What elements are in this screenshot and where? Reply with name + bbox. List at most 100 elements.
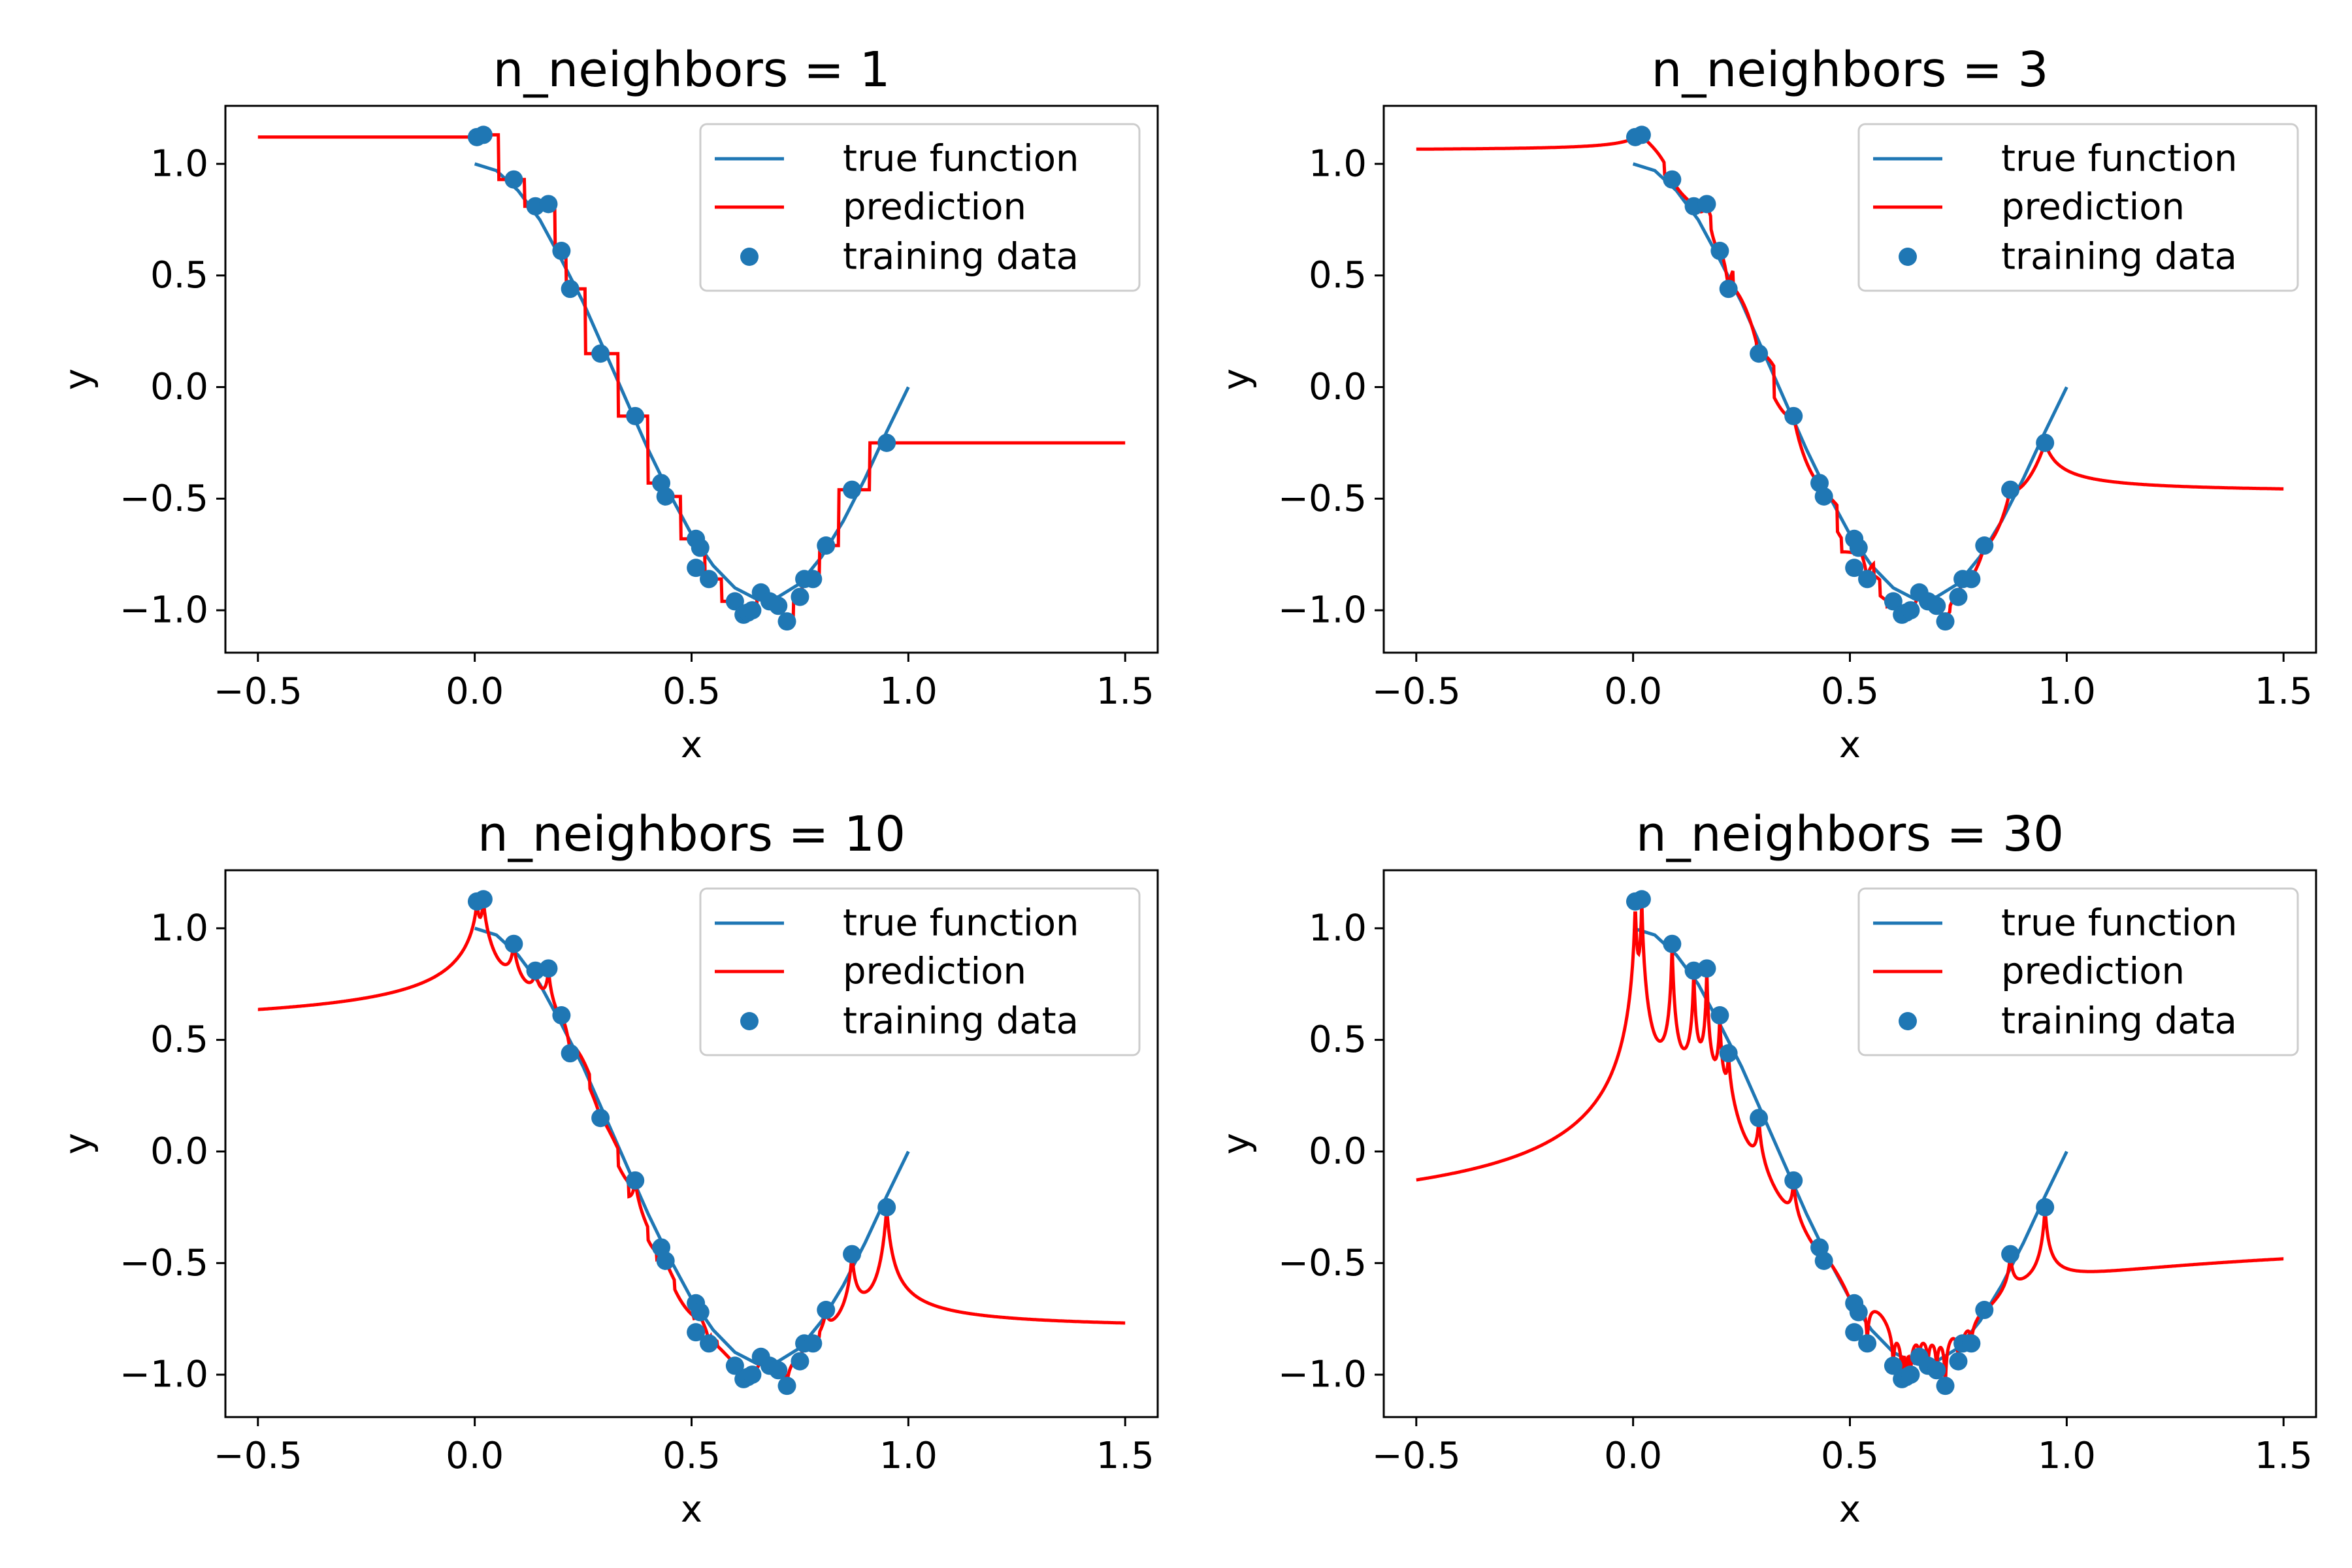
subplot-1: n_neighbors = 1xy−0.5 0.0 0.5 1.0 1.5−1.0−0.… [57, 42, 1159, 766]
y-tick-label: −1.0 [1278, 589, 1367, 632]
training-point [769, 1361, 788, 1380]
training-point [1975, 536, 1994, 555]
training-point [1949, 1352, 1968, 1371]
training-point [817, 536, 836, 555]
training-point [843, 480, 862, 499]
training-point [1784, 1171, 1803, 1190]
training-point [1901, 601, 1920, 620]
legend-box [699, 887, 1141, 1056]
y-tick-label: 1.0 [150, 142, 208, 185]
y-tick-label: 0.0 [1309, 1130, 1367, 1173]
legend-entry: prediction [843, 951, 1026, 993]
training-point [700, 570, 719, 589]
training-point [1814, 487, 1833, 506]
training-point [1858, 570, 1877, 589]
x-tick-label: 0.0 [1604, 1435, 1662, 1477]
plot-area [1416, 890, 2284, 1396]
training-point [626, 406, 645, 425]
training-point [1710, 1006, 1729, 1025]
training-point [877, 433, 896, 452]
legend-entry: true function [843, 138, 1079, 180]
plot-area [1416, 125, 2284, 631]
x-tick-label: 1.0 [879, 1435, 938, 1477]
training-point [1962, 1334, 1981, 1353]
training-point [743, 601, 762, 620]
prediction-line [1416, 131, 2284, 627]
legend-entry: prediction [2001, 186, 2185, 229]
axes-frame [224, 105, 1159, 654]
training-point [1710, 242, 1729, 261]
training-point [1884, 592, 1903, 611]
training-point [1663, 934, 1682, 953]
axes-frame [1382, 869, 2317, 1418]
legend-box [1857, 123, 2299, 292]
training-point [1858, 1334, 1877, 1353]
subplot-title: n_neighbors = 10 [478, 806, 906, 862]
y-tick-label: −0.5 [1278, 478, 1367, 520]
training-point [2001, 480, 2020, 499]
subplot-title: n_neighbors = 3 [1651, 42, 2048, 98]
training-point [725, 1356, 744, 1375]
training-point [769, 596, 788, 615]
training-point [1975, 1301, 1994, 1320]
x-tick-label: 0.5 [662, 670, 721, 713]
x-tick-label: −0.5 [1372, 1435, 1461, 1477]
training-point [1697, 959, 1716, 978]
training-point [1784, 406, 1803, 425]
legend-entry: training data [2001, 1000, 2237, 1043]
training-point [691, 538, 710, 557]
training-point [1663, 170, 1682, 189]
y-axis-label: y [57, 368, 100, 390]
training-point [1949, 587, 1968, 606]
legend-entry: training data [2001, 236, 2237, 278]
training-point [656, 1251, 675, 1270]
y-tick-label: 1.0 [1309, 907, 1367, 949]
training-point [561, 1044, 580, 1063]
legend-box [699, 123, 1141, 292]
legend: true function prediction training data [1857, 123, 2299, 292]
training-point [687, 1323, 706, 1342]
y-tick-label: −0.5 [1278, 1242, 1367, 1284]
x-tick-label: 1.5 [2255, 670, 2313, 713]
training-point [1849, 538, 1868, 557]
legend-entry: training data [843, 236, 1079, 278]
x-tick-label: 1.0 [879, 670, 938, 713]
axes-frame [224, 869, 1159, 1418]
y-tick-label: 0.5 [150, 254, 208, 297]
y-tick-label: 1.0 [150, 907, 208, 949]
training-point [2001, 1245, 2020, 1264]
y-tick-label: −1.0 [120, 589, 208, 632]
x-tick-label: 0.0 [446, 670, 504, 713]
x-axis-label: x [1839, 724, 1861, 766]
x-axis-label: x [1839, 1488, 1861, 1531]
legend: true function prediction training data [699, 887, 1141, 1056]
training-point [504, 170, 523, 189]
training-point [804, 1334, 823, 1353]
training-point [877, 1198, 896, 1217]
x-tick-label: 1.0 [2038, 1435, 2096, 1477]
training-point [1936, 612, 1955, 631]
training-point [1962, 570, 1981, 589]
legend: true function prediction training data [699, 123, 1141, 292]
training-point [687, 559, 706, 578]
training-point [539, 195, 558, 214]
x-tick-label: 1.5 [1096, 670, 1154, 713]
legend-entry: true function [843, 902, 1079, 945]
training-point [1632, 890, 1651, 909]
y-tick-label: 1.0 [1309, 142, 1367, 185]
training-point [817, 1301, 836, 1320]
subplot-title: n_neighbors = 1 [493, 42, 890, 98]
legend-entry: true function [2001, 902, 2237, 945]
legend-entry: true function [2001, 138, 2237, 180]
x-axis-label: x [681, 724, 702, 766]
training-point [539, 959, 558, 978]
legend-swatch [1899, 248, 1917, 266]
y-tick-label: −1.0 [120, 1354, 208, 1396]
subplot-2: n_neighbors = 3xy−0.5 0.0 0.5 1.0 1.5−1.0−0.… [1216, 42, 2317, 766]
legend-swatch [740, 1012, 759, 1030]
plot-area [257, 125, 1126, 631]
legend-swatch [1899, 1012, 1917, 1030]
training-point [591, 1109, 610, 1128]
training-point [1697, 195, 1716, 214]
